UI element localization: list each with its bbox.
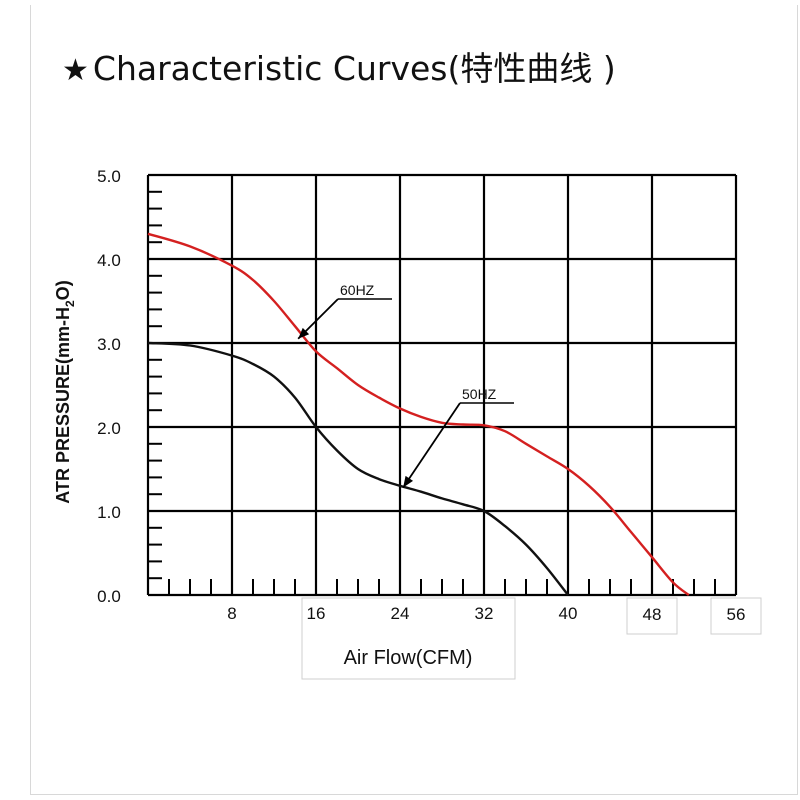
chart-grid bbox=[146, 173, 738, 597]
star-icon: ★ bbox=[62, 53, 89, 88]
series-line-50hz bbox=[147, 341, 569, 596]
y-axis-title-sub: 2 bbox=[63, 300, 77, 307]
x-axis-title-box bbox=[301, 597, 516, 680]
y-tick-label: 2.0 bbox=[97, 419, 121, 438]
x-tick-label: 16 bbox=[307, 604, 326, 623]
annotation-60hz: 60HZ bbox=[340, 282, 375, 298]
chart-annotations: 60HZ 50HZ bbox=[297, 282, 514, 488]
x-tick-label: 8 bbox=[227, 604, 236, 623]
chart-curves bbox=[147, 232, 690, 596]
x-axis-title: Air Flow(CFM) bbox=[344, 647, 473, 669]
y-axis-title: ATR PRESSURE(mm-H2O) bbox=[53, 280, 77, 503]
x-tick-label: 24 bbox=[391, 604, 410, 623]
y-tick-label: 0.0 bbox=[97, 587, 121, 606]
y-tick-labels: 0.0 1.0 2.0 3.0 4.0 5.0 bbox=[97, 167, 121, 606]
series-line-60hz bbox=[147, 232, 690, 596]
minor-ticks bbox=[148, 190, 716, 595]
x-tick-box bbox=[710, 597, 762, 635]
chart-title-text: Characteristic Curves(特性曲线 ) bbox=[92, 49, 616, 88]
annotation-50hz-arrowhead bbox=[403, 475, 414, 488]
x-tick-label: 56 bbox=[727, 605, 746, 624]
page-border bbox=[30, 5, 798, 795]
x-tick-labels: 8 16 24 32 40 48 56 bbox=[227, 597, 762, 635]
y-axis-title-main: ATR PRESSURE(mm-H bbox=[53, 307, 73, 504]
x-tick-label: 48 bbox=[643, 605, 662, 624]
annotation-50hz: 50HZ bbox=[462, 386, 497, 402]
y-tick-label: 5.0 bbox=[97, 167, 121, 186]
chart-title: ★ Characteristic Curves(特性曲线 ) bbox=[62, 42, 616, 90]
y-axis-title-end: O) bbox=[53, 280, 73, 300]
annotation-50hz-leader bbox=[402, 402, 461, 488]
y-tick-label: 4.0 bbox=[97, 251, 121, 270]
annotation-60hz-arrowhead bbox=[298, 327, 310, 339]
x-tick-box bbox=[626, 597, 678, 635]
x-tick-label: 40 bbox=[559, 604, 578, 623]
y-tick-label: 1.0 bbox=[97, 503, 121, 522]
x-tick-label: 32 bbox=[475, 604, 494, 623]
y-tick-label: 3.0 bbox=[97, 335, 121, 354]
